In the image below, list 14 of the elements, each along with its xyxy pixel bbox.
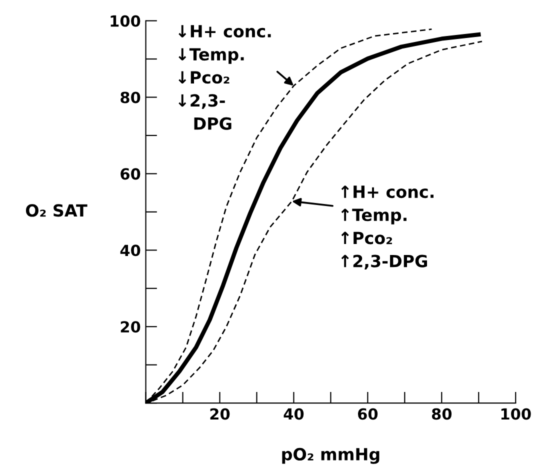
x-tick-label: 20 — [210, 408, 230, 420]
y-tick-label: 40 — [120, 244, 140, 256]
x-tick-label: 80 — [432, 408, 452, 420]
y-tick-label: 100 — [110, 15, 140, 27]
y-tick-label: 80 — [120, 92, 140, 104]
x-axis-title: pO₂ mmHg — [282, 448, 380, 464]
x-tick-label: 40 — [284, 408, 304, 420]
annotation: ↑H+ conc. ↑Temp. ↑Pco₂ ↑2,3-DPG — [341, 186, 434, 270]
annotation: ↓H+ conc. ↓Temp. ↓Pco₂ ↓2,3- DPG — [178, 25, 271, 130]
y-axis-title: O₂ SAT — [26, 204, 88, 217]
x-tick-label: 100 — [501, 408, 531, 420]
y-tick-label: 60 — [120, 168, 140, 180]
y-tick-label: 20 — [120, 321, 140, 333]
x-tick-label: 60 — [358, 408, 378, 420]
